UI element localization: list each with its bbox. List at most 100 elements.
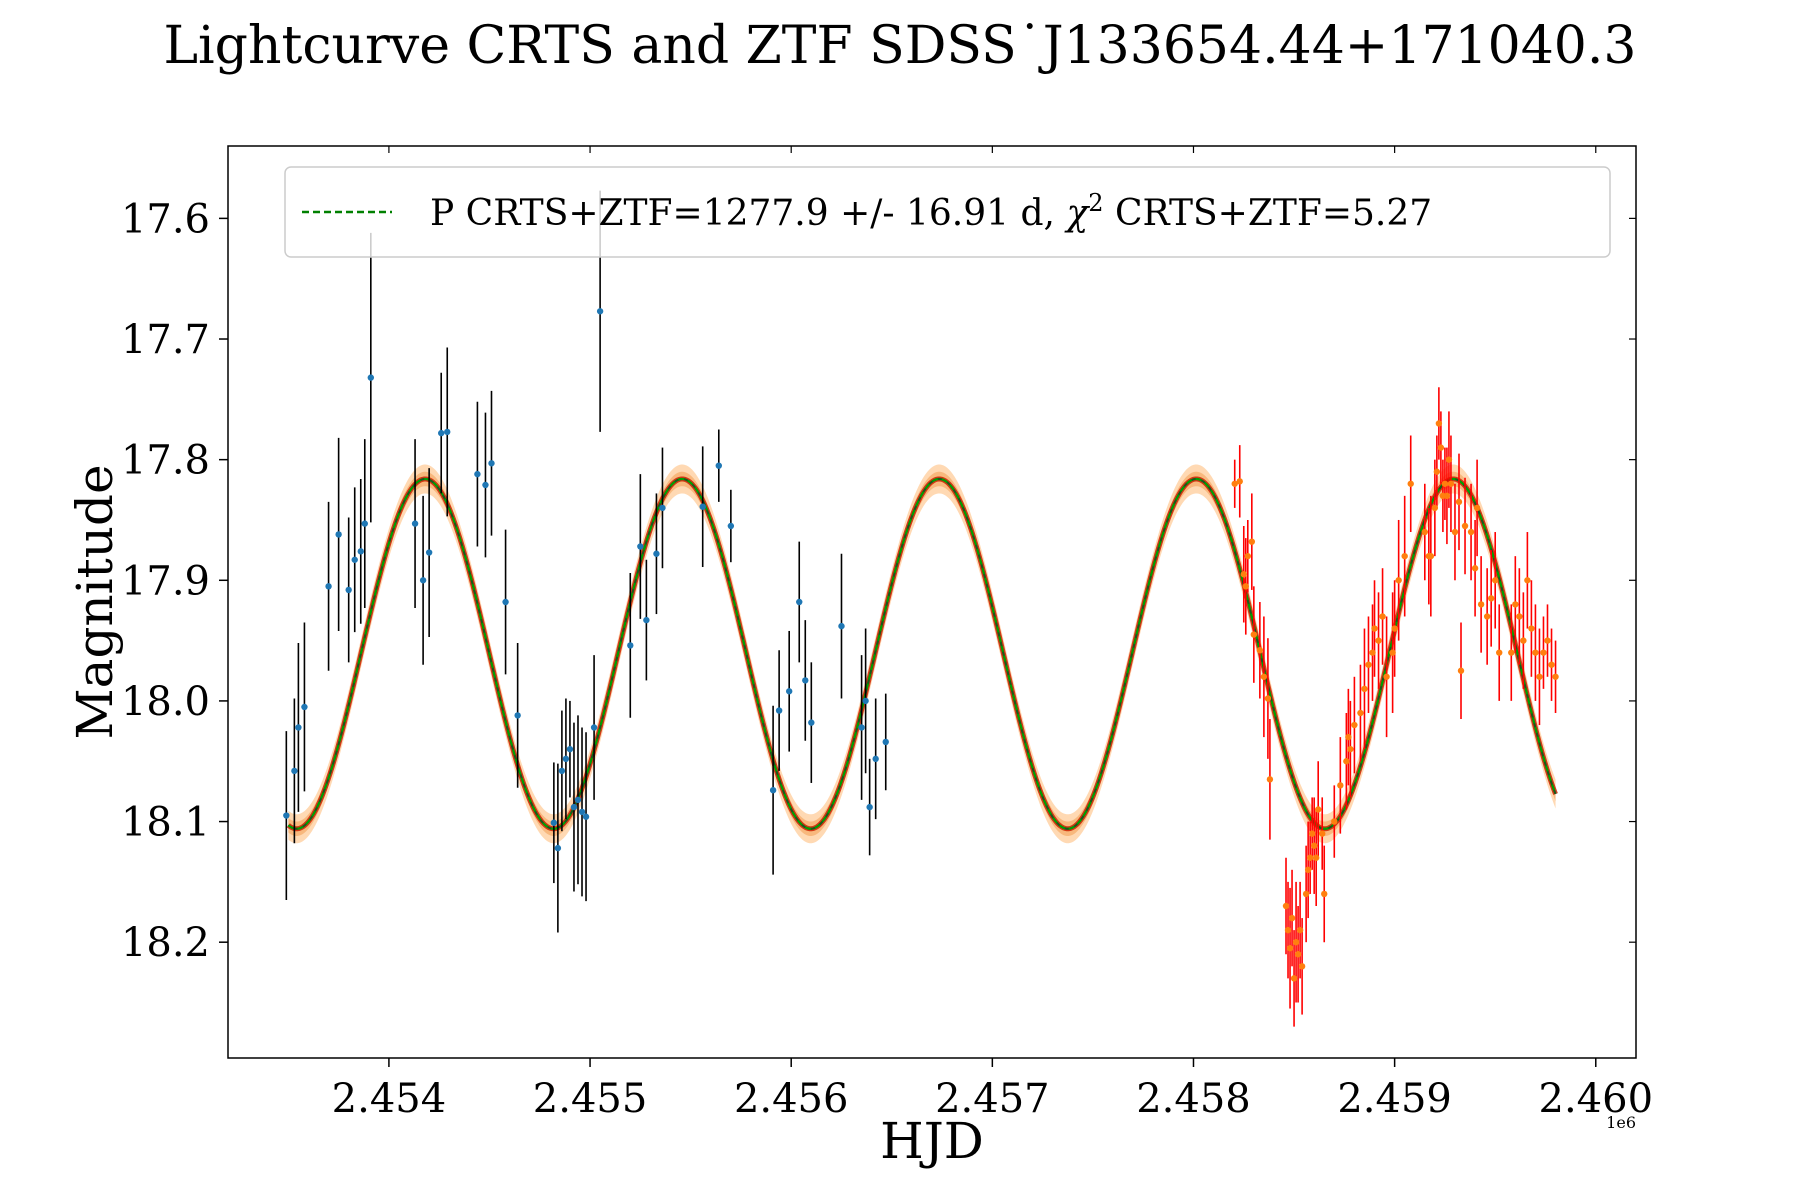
data-point [1240,571,1247,578]
data-point [653,550,660,557]
data-point [1467,528,1475,536]
y-tick-label: 17.6 [121,196,210,242]
data-point [578,808,586,816]
data-point [769,786,777,794]
data-point [1286,945,1294,952]
data-point [1266,776,1274,783]
data-point [574,796,582,804]
data-point [1407,480,1414,487]
x-tick-label: 2.454 [332,1076,447,1122]
x-tick-label: 2.458 [1136,1076,1251,1122]
data-point [1496,649,1503,656]
y-tick-label: 18.1 [121,800,210,846]
x-tick-label: 2.456 [734,1076,849,1122]
data-point [1231,480,1238,487]
data-point [1244,552,1251,560]
data-point [590,724,598,731]
data-point [1552,673,1559,680]
data-point [1461,522,1469,530]
axis-ticks: 2.454 2.455 2.456 2.457 2.458 2.459 2.460 17.6 1… [121,146,1653,1122]
data-point [1536,673,1543,680]
data-point [643,616,650,624]
data-point [1435,420,1443,427]
data-point [1455,498,1463,506]
data-point [866,803,873,811]
data-point [1391,625,1398,632]
y-axis-label: Magnitude [66,464,124,739]
data-point [367,374,375,381]
series-ztf [1231,387,1559,1027]
data-point [301,703,308,711]
data-point [1431,504,1439,512]
legend-box [284,166,1611,258]
data-point [1365,661,1372,668]
data-point [796,598,803,606]
y-tick-label: 17.9 [121,558,210,604]
data-point [1288,914,1296,922]
data-point [1302,890,1310,898]
data-point [596,308,604,315]
data-point [1250,631,1258,638]
data-point [1532,649,1539,656]
data-point [411,520,419,527]
data-point [291,767,298,775]
y-tick-label: 18.0 [121,679,210,725]
data-points-layer [283,190,1559,1027]
data-point [1290,975,1298,982]
y-tick-label: 17.7 [121,317,210,363]
data-point [872,755,879,763]
data-point [582,813,590,820]
data-point [1508,649,1515,656]
data-point [1471,565,1479,572]
data-point [1512,601,1519,608]
data-point [1528,625,1535,632]
data-point [562,755,570,763]
data-point [1296,926,1304,934]
data-point [1371,625,1378,632]
data-point [1492,577,1499,584]
data-point [1319,830,1326,837]
x-offset-label: 1e6 [1606,1113,1636,1132]
data-point [283,812,290,819]
y-tick-label: 18.2 [121,920,210,966]
data-point [1457,667,1465,674]
model-band-outer [288,464,1556,844]
data-point [1308,830,1316,837]
model-band-inner [288,471,1556,836]
data-point [715,462,722,469]
data-point [727,522,735,530]
data-point [1548,661,1555,668]
data-point [1437,444,1445,451]
model-curve [287,477,1557,830]
data-point [1443,492,1451,500]
data-point [1256,647,1264,654]
data-point [1343,758,1350,765]
data-point [1487,595,1495,602]
data-point [1357,709,1364,717]
data-point [566,745,574,753]
data-point [502,598,509,606]
model-layer [286,464,1558,844]
data-point [419,577,427,584]
data-point [1389,649,1396,656]
data-point [882,738,889,746]
model-curve-outline [286,476,1558,832]
data-point [1314,806,1322,813]
data-point [1445,456,1453,463]
data-point [570,803,578,811]
data-point [659,504,666,512]
data-point [1284,926,1292,934]
legend-chi-symbol: χ [1063,193,1090,234]
y-tick-label: 17.8 [121,438,210,484]
data-point [1264,695,1272,702]
data-point [1331,818,1338,825]
data-point [699,503,706,510]
series-crts [283,190,889,933]
data-point [444,428,451,436]
data-point [1379,613,1386,620]
data-point [1306,854,1314,861]
data-point [1292,938,1300,946]
data-point [785,688,793,695]
data-point [1395,577,1402,584]
data-point [1544,637,1551,644]
